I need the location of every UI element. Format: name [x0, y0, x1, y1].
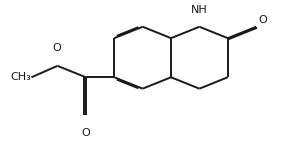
Text: O: O: [259, 15, 267, 25]
Text: CH₃: CH₃: [10, 72, 31, 82]
Text: NH: NH: [191, 5, 208, 15]
Text: O: O: [52, 43, 61, 53]
Text: O: O: [81, 128, 90, 138]
